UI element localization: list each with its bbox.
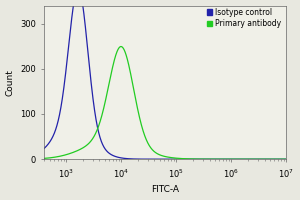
Legend: Isotype control, Primary antibody: Isotype control, Primary antibody — [205, 6, 283, 30]
Y-axis label: Count: Count — [6, 69, 15, 96]
X-axis label: FITC-A: FITC-A — [152, 185, 179, 194]
